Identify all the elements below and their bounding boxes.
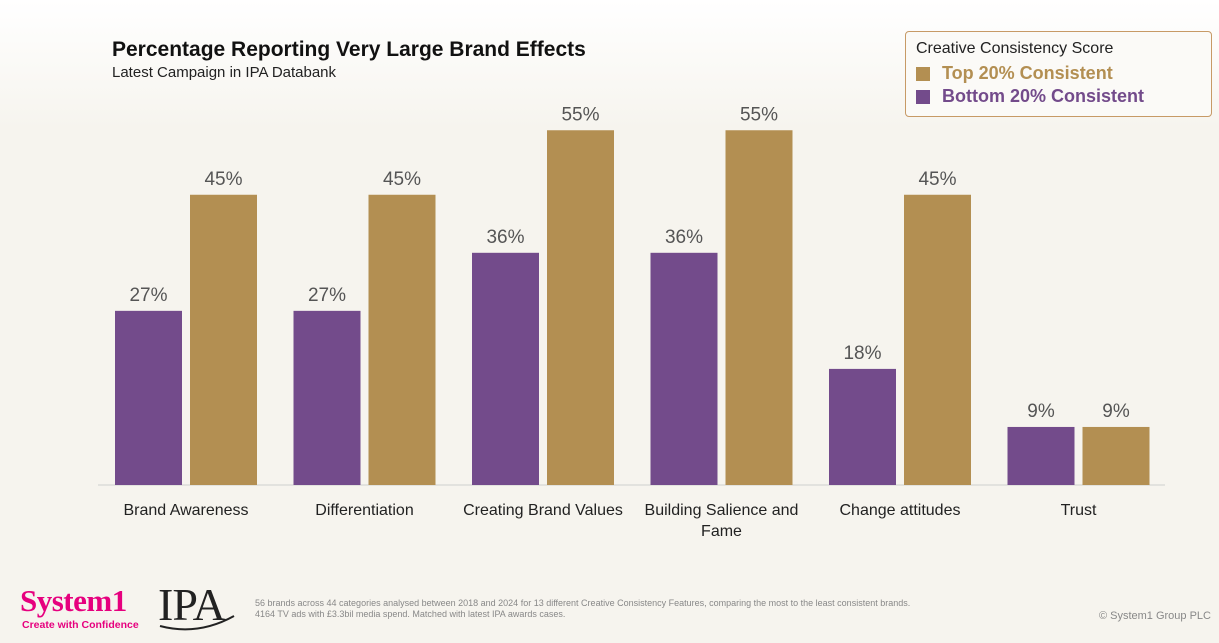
data-label-top20-4: 45% (918, 169, 956, 190)
bar-bottom20-5 (1007, 426, 1075, 485)
x-tick-label-0: Brand Awareness (123, 502, 248, 519)
data-label-top20-2: 55% (561, 104, 599, 125)
x-tick-label-3-line-0: Building Salience and (645, 502, 799, 519)
data-label-bottom20-2: 36% (486, 227, 524, 248)
x-tick-label-5: Trust (1061, 502, 1097, 519)
system1-logo: System1 (20, 583, 127, 618)
chart-subtitle: Latest Campaign in IPA Databank (112, 64, 337, 81)
legend-swatch-bottom (916, 89, 930, 104)
bar-top20-4 (904, 194, 971, 485)
footnote-line-2: 4164 TV ads with £3.3bil media spend. Ma… (255, 609, 566, 619)
chart-title: Percentage Reporting Very Large Brand Ef… (112, 38, 586, 61)
legend-swatch-top (916, 66, 930, 81)
data-label-top20-1: 45% (383, 169, 421, 190)
bar-top20-0 (190, 194, 257, 485)
data-label-bottom20-0: 27% (129, 285, 167, 306)
bar-bottom20-2 (472, 252, 539, 485)
bar-top20-3 (725, 130, 793, 485)
footnote: 56 brands across 44 categories analysed … (255, 598, 1015, 620)
data-label-top20-5: 9% (1102, 401, 1130, 422)
ipa-logo-swoosh-icon (159, 615, 235, 631)
bar-top20-1 (368, 194, 436, 485)
legend-label-top: Top 20% Consistent (942, 63, 1113, 83)
legend-title: Creative Consistency Score (916, 40, 1114, 57)
copyright: © System1 Group PLC (1098, 610, 1211, 622)
data-label-bottom20-4: 18% (843, 343, 881, 364)
data-label-top20-0: 45% (204, 169, 242, 190)
data-label-bottom20-5: 9% (1027, 401, 1055, 422)
legend-item-bottom: Bottom 20% Consistent (916, 85, 1201, 108)
x-tick-label-3-line-1: Fame (701, 523, 742, 540)
data-label-bottom20-1: 27% (308, 285, 346, 306)
bar-chart: 27% 45% Brand Awareness 27% 45% Differentiati… (98, 104, 1165, 540)
bar-top20-5 (1082, 426, 1150, 485)
system1-tagline: Create with Confidence (22, 619, 139, 631)
legend-item-top: Top 20% Consistent (916, 62, 1201, 85)
chart-legend: Creative Consistency Score Top 20% Consi… (905, 31, 1212, 117)
bar-top20-2 (547, 130, 614, 485)
bar-bottom20-3 (650, 252, 718, 485)
ipa-logo: IPA (158, 579, 226, 630)
x-tick-label-2: Creating Brand Values (463, 502, 623, 519)
bar-bottom20-0 (115, 310, 182, 485)
data-label-top20-3: 55% (740, 104, 778, 125)
legend-label-bottom: Bottom 20% Consistent (942, 86, 1145, 106)
bar-bottom20-4 (829, 368, 896, 485)
data-label-bottom20-3: 36% (665, 227, 703, 248)
x-tick-label-1: Differentiation (315, 502, 413, 519)
bar-bottom20-1 (293, 310, 361, 485)
footnote-line-1: 56 brands across 44 categories analysed … (255, 598, 911, 608)
x-tick-label-4: Change attitudes (840, 502, 961, 519)
